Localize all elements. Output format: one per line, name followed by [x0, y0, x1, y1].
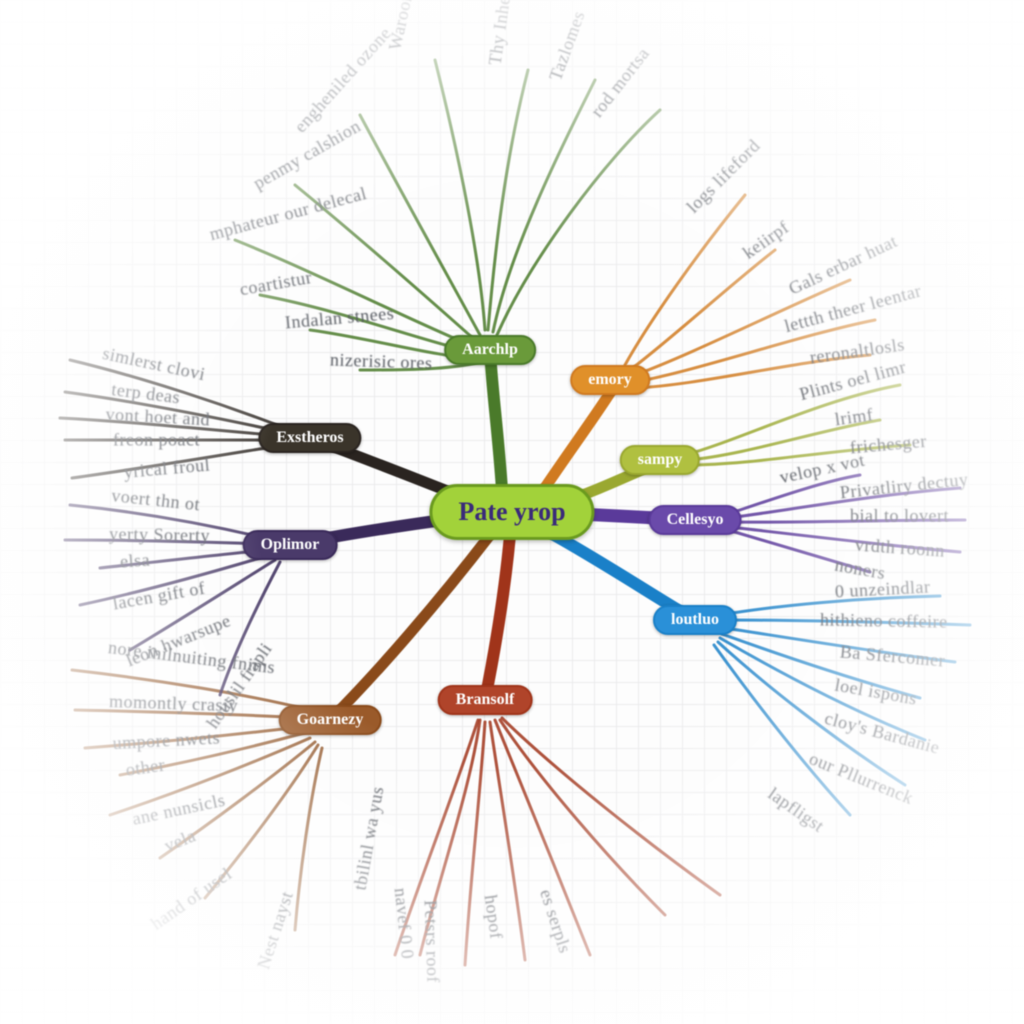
branch-leaf-red-bottom-6 — [502, 718, 720, 895]
branch-label-dark-purple-left: Oplimor — [243, 530, 338, 560]
leaf-label: freon poact — [113, 430, 200, 451]
branch-trunk-red-bottom — [485, 535, 510, 700]
branch-leaf-orange-top-right-0 — [625, 195, 745, 365]
branch-label-black-left: Exstheros — [258, 423, 361, 453]
branch-trunk-green-top — [490, 350, 502, 490]
branch-label-blue-right: loutluo — [653, 605, 737, 635]
branch-leaf-green-top-0 — [435, 60, 485, 330]
branch-label-orange-top-right: emory — [570, 365, 650, 395]
branch-trunk-orange-top-right — [540, 385, 615, 495]
branch-leaf-green-top-4 — [497, 110, 660, 335]
branch-leaf-red-bottom-2 — [465, 722, 485, 965]
center-node: Pate yrop — [429, 484, 594, 540]
branch-label-purple-right: Cellesyo — [649, 505, 742, 535]
mindmap-canvas: WaroongleleThy Inhelmouisengheniled ozon… — [0, 0, 1024, 1024]
branch-label-red-bottom: Bransolf — [438, 685, 533, 715]
branch-leaf-red-bottom-5 — [500, 720, 665, 915]
branch-leaf-green-top-3 — [493, 80, 595, 332]
leaf-label: bial to lovert — [850, 506, 949, 527]
leaf-label: elsa — [119, 550, 150, 573]
branch-leaf-green-top-1 — [488, 70, 528, 330]
branch-label-brown-bottom-left: Goarnezy — [279, 705, 382, 735]
leaf-label: hithieno coffeire — [820, 610, 948, 633]
leaf-label: Petsrs roof — [420, 900, 444, 984]
branch-label-olive-right: sampy — [620, 445, 700, 475]
leaf-label: yerty Sorerty — [109, 524, 210, 547]
branch-label-green-top: Aarchlp — [444, 335, 536, 365]
leaf-label: nizerisic ores — [330, 350, 433, 375]
